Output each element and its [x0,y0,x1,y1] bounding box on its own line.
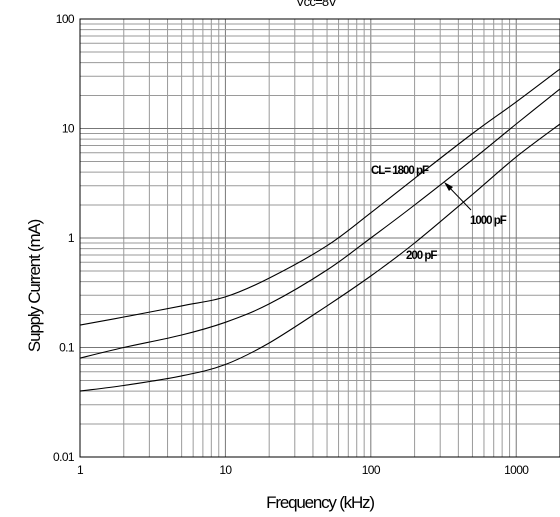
annotation-1000pf: 1000 pF [470,215,507,227]
annotation-arrow-line [446,184,472,211]
x-axis-title: Frequency (kHz) [266,493,374,512]
x-tick-label: 1 [77,463,84,477]
series-line-1 [79,88,560,359]
y-tick-label: 1 [68,231,75,245]
series-line-2 [79,123,560,392]
annotation-arrow-head [444,182,453,191]
grid [80,19,560,457]
annotation-cl-1800pf: CL= 1800 pF [371,165,429,177]
x-tick-label: 100 [362,463,381,477]
annotation-200pf: 200 pF [406,250,437,262]
series-lines [79,68,560,392]
series-line-0 [79,68,560,326]
y-tick-label: 100 [56,12,75,26]
x-tick-label: 10 [219,463,232,477]
chart-title: Vcc=8V [296,0,337,9]
plot-frame [79,18,560,458]
y-tick-label: 10 [62,122,75,136]
x-tick-label: 1000 [504,463,529,477]
y-tick-label: 0.01 [53,450,75,464]
y-axis-title: Supply Current (mA) [25,219,44,352]
y-tick-label: 0.1 [59,341,75,355]
tick-labels: 1 10 100 1000 0.01 0.1 1 10 100 [53,12,530,477]
